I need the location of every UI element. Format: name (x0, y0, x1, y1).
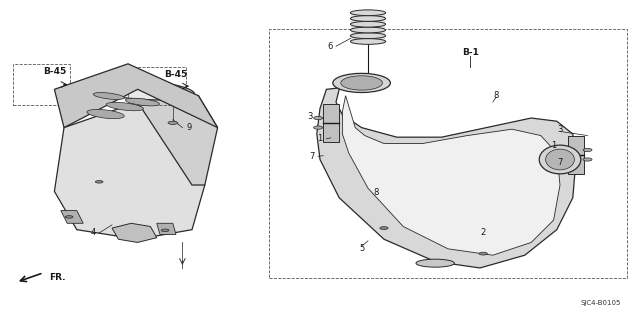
Text: 8: 8 (374, 189, 379, 197)
Ellipse shape (125, 98, 159, 106)
Ellipse shape (168, 121, 178, 124)
Ellipse shape (351, 27, 385, 33)
Ellipse shape (583, 158, 592, 161)
Polygon shape (317, 83, 576, 268)
Ellipse shape (380, 226, 388, 230)
Polygon shape (351, 13, 385, 41)
Ellipse shape (351, 10, 385, 16)
Bar (269, 29, 627, 278)
Text: B-45: B-45 (164, 70, 188, 79)
Ellipse shape (106, 102, 143, 111)
Text: 3: 3 (308, 112, 313, 121)
Ellipse shape (340, 76, 383, 90)
Text: 9: 9 (186, 123, 191, 132)
Polygon shape (54, 102, 205, 239)
Text: 6: 6 (327, 42, 332, 51)
Bar (323, 104, 339, 142)
Ellipse shape (351, 33, 385, 39)
Polygon shape (61, 211, 83, 223)
Ellipse shape (351, 21, 385, 27)
Text: 7: 7 (310, 152, 315, 161)
Ellipse shape (65, 216, 73, 218)
Ellipse shape (351, 16, 385, 21)
Polygon shape (342, 96, 560, 255)
Ellipse shape (161, 229, 169, 232)
Text: 5: 5 (359, 244, 364, 253)
Text: 1: 1 (551, 141, 556, 150)
Polygon shape (54, 64, 218, 128)
Ellipse shape (333, 73, 390, 93)
Ellipse shape (95, 181, 103, 183)
Text: 7: 7 (557, 158, 563, 167)
Text: 8: 8 (493, 91, 499, 100)
Polygon shape (138, 89, 218, 185)
Polygon shape (112, 223, 157, 242)
Polygon shape (157, 223, 176, 234)
Text: 1: 1 (317, 134, 323, 143)
Text: 3: 3 (557, 125, 563, 134)
Ellipse shape (81, 79, 195, 100)
Text: 2: 2 (481, 228, 486, 237)
Bar (13, 64, 70, 105)
Ellipse shape (479, 252, 488, 255)
Ellipse shape (416, 259, 454, 267)
Ellipse shape (93, 93, 124, 100)
Ellipse shape (545, 149, 575, 170)
Ellipse shape (583, 148, 592, 152)
Bar (568, 136, 584, 174)
Ellipse shape (314, 116, 323, 120)
Ellipse shape (540, 145, 581, 174)
Text: B-1: B-1 (462, 48, 479, 57)
Text: 4: 4 (90, 228, 95, 237)
Bar (128, 67, 186, 105)
Text: SJC4-B0105: SJC4-B0105 (580, 300, 621, 306)
Text: B-45: B-45 (43, 67, 66, 76)
Ellipse shape (314, 126, 323, 129)
Ellipse shape (87, 109, 124, 119)
Text: FR.: FR. (49, 273, 66, 282)
Ellipse shape (351, 39, 385, 44)
